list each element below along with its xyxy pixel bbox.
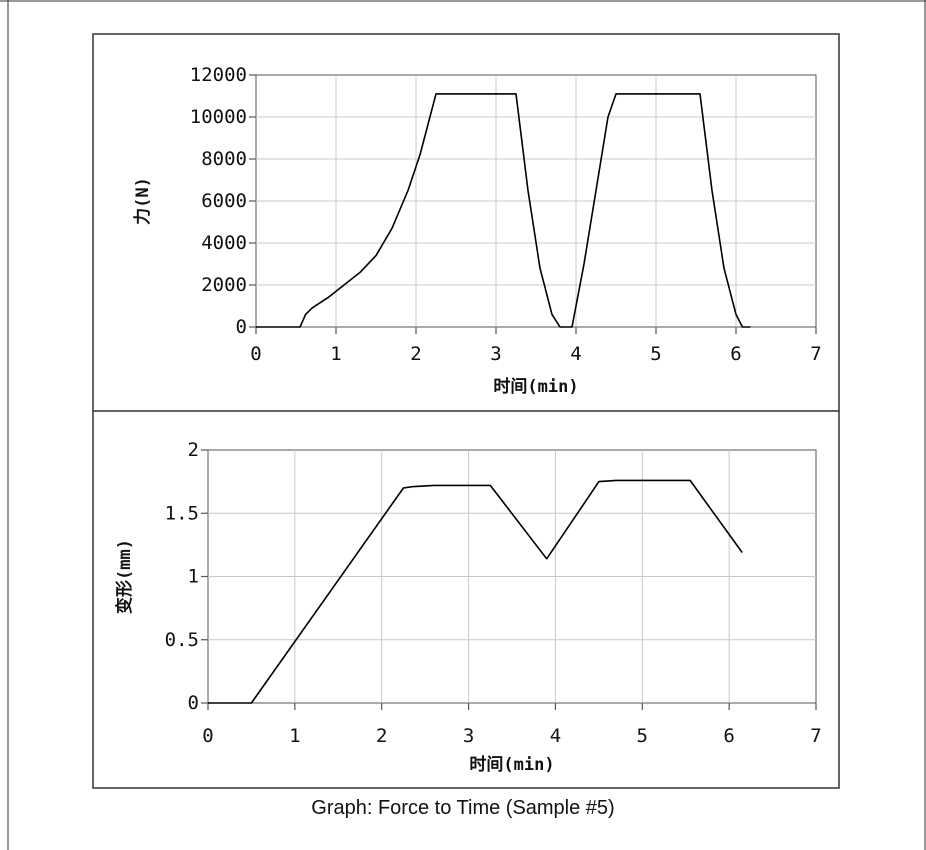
- deformation-x-tick-label: 5: [637, 725, 648, 747]
- force-x-tick-label: 4: [570, 343, 581, 365]
- force-x-tick-label: 6: [730, 343, 741, 365]
- force-x-tick-label: 3: [490, 343, 501, 365]
- force-x-tick-label: 0: [250, 343, 261, 365]
- force-y-tick-label: 0: [236, 316, 247, 338]
- deformation-series-line: [208, 479, 743, 704]
- force-chart: 0 1 2 3 4 5 6 7 0 2000 4000 6000 8000 10000 12000 时间(mi…: [132, 64, 822, 397]
- figure-caption: Graph: Force to Time (Sample #5): [311, 797, 615, 819]
- deformation-x-tick-label: 7: [810, 725, 821, 747]
- deformation-y-tick-label: 1.5: [165, 502, 199, 524]
- force-series-line: [256, 93, 751, 328]
- deformation-x-tick-label: 1: [289, 725, 300, 747]
- force-y-tick-label: 2000: [201, 274, 247, 296]
- force-y-tick-label: 10000: [190, 106, 247, 128]
- deformation-y-axis-label: 变形(mm): [114, 539, 135, 614]
- deformation-y-tick-label: 0: [188, 692, 199, 714]
- force-y-tick-label: 8000: [201, 148, 247, 170]
- deformation-y-tick-label: 2: [188, 439, 199, 461]
- force-x-tick-label: 5: [650, 343, 661, 365]
- deformation-chart: 0 1 2 3 4 5 6 7 0 0.5 1 1.5 2 时间(min) 变形(mm): [114, 439, 822, 775]
- deformation-y-tick-label: 0.5: [165, 629, 199, 651]
- deformation-x-tick-label: 6: [723, 725, 734, 747]
- force-y-tick-label: 12000: [190, 64, 247, 86]
- deformation-x-tick-label: 4: [550, 725, 561, 747]
- force-x-tick-label: 2: [410, 343, 421, 365]
- force-x-axis-label: 时间(min): [493, 376, 578, 397]
- force-y-tick-label: 4000: [201, 232, 247, 254]
- deformation-x-tick-label: 0: [202, 725, 213, 747]
- deformation-x-axis-label: 时间(min): [469, 754, 554, 775]
- force-y-tick-label: 6000: [201, 190, 247, 212]
- force-x-tick-label: 7: [810, 343, 821, 365]
- deformation-x-tick-label: 3: [463, 725, 474, 747]
- force-x-tick-label: 1: [330, 343, 341, 365]
- force-y-axis-label: 力(N): [132, 177, 153, 225]
- deformation-x-tick-label: 2: [376, 725, 387, 747]
- deformation-y-tick-label: 1: [188, 566, 199, 588]
